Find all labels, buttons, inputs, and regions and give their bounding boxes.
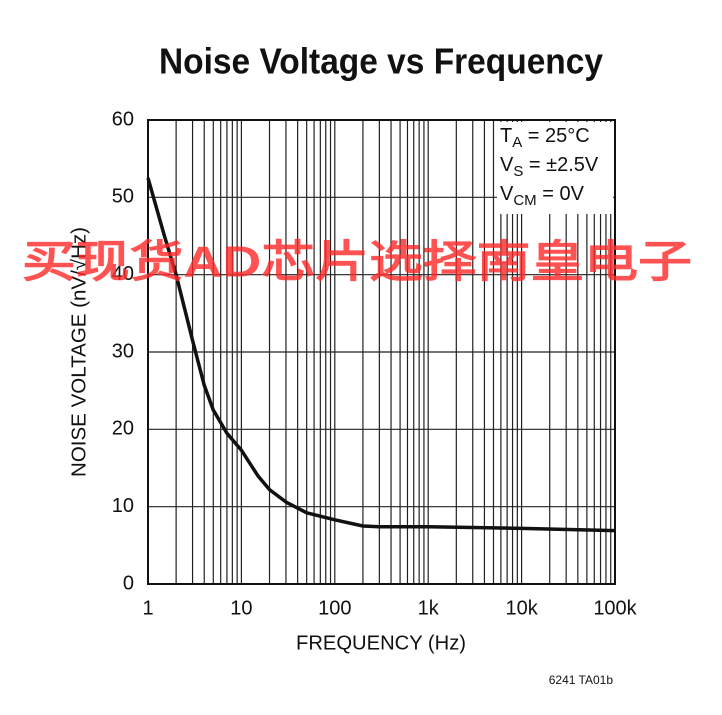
condition-subscript: CM: [513, 192, 536, 209]
x-tick-label: 10: [230, 597, 252, 619]
condition: TA = 25°C: [500, 125, 590, 151]
conditions-box: [497, 122, 613, 214]
condition: VS = ±2.5V: [500, 154, 599, 180]
plot-frame: [147, 119, 616, 585]
condition-symbol: V: [500, 183, 514, 205]
y-tick-label: 10: [112, 495, 134, 517]
x-tick-label: 100: [318, 597, 351, 619]
x-tick-label: 1: [142, 597, 153, 619]
y-tick-label: 0: [123, 572, 134, 594]
condition-subscript: S: [513, 163, 523, 180]
x-axis-label: FREQUENCY (Hz): [296, 632, 466, 654]
x-tick-label: 10k: [505, 597, 538, 619]
y-tick-label: 60: [112, 108, 134, 130]
condition-subscript: A: [512, 134, 522, 151]
chart-title: Noise Voltage vs Frequency: [159, 41, 603, 82]
condition-value: = 25°C: [522, 125, 589, 147]
y-tick-label: 20: [112, 418, 134, 440]
x-tick-label: 1k: [418, 597, 440, 619]
y-tick-label: 30: [112, 340, 134, 362]
condition-symbol: V: [500, 154, 514, 176]
watermark: 买现货AD芯片选择南皇电子: [22, 238, 692, 287]
condition: VCM = 0V: [500, 183, 585, 209]
condition-value: = ±2.5V: [523, 154, 599, 176]
y-axis-label: NOISE VOLTAGE (nV/√Hz): [68, 227, 90, 477]
condition-symbol: T: [500, 125, 512, 147]
noise-curve: [146, 177, 616, 533]
condition-value: = 0V: [537, 183, 585, 205]
y-tick-label: 40: [112, 263, 134, 285]
y-tick-label: 50: [112, 186, 134, 208]
footnote: 6241 TA01b: [549, 673, 614, 687]
x-tick-label: 100k: [593, 597, 637, 619]
